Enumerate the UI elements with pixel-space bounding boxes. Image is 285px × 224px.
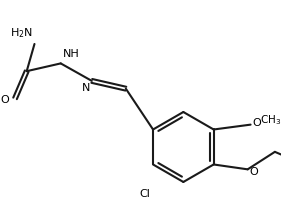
Text: N: N — [82, 83, 90, 93]
Text: H$_2$N: H$_2$N — [10, 26, 32, 40]
Text: O: O — [253, 118, 261, 128]
Text: Cl: Cl — [140, 189, 151, 199]
Text: O: O — [1, 95, 9, 105]
Text: O: O — [250, 167, 258, 177]
Text: CH$_3$: CH$_3$ — [260, 113, 282, 127]
Text: NH: NH — [63, 49, 80, 58]
